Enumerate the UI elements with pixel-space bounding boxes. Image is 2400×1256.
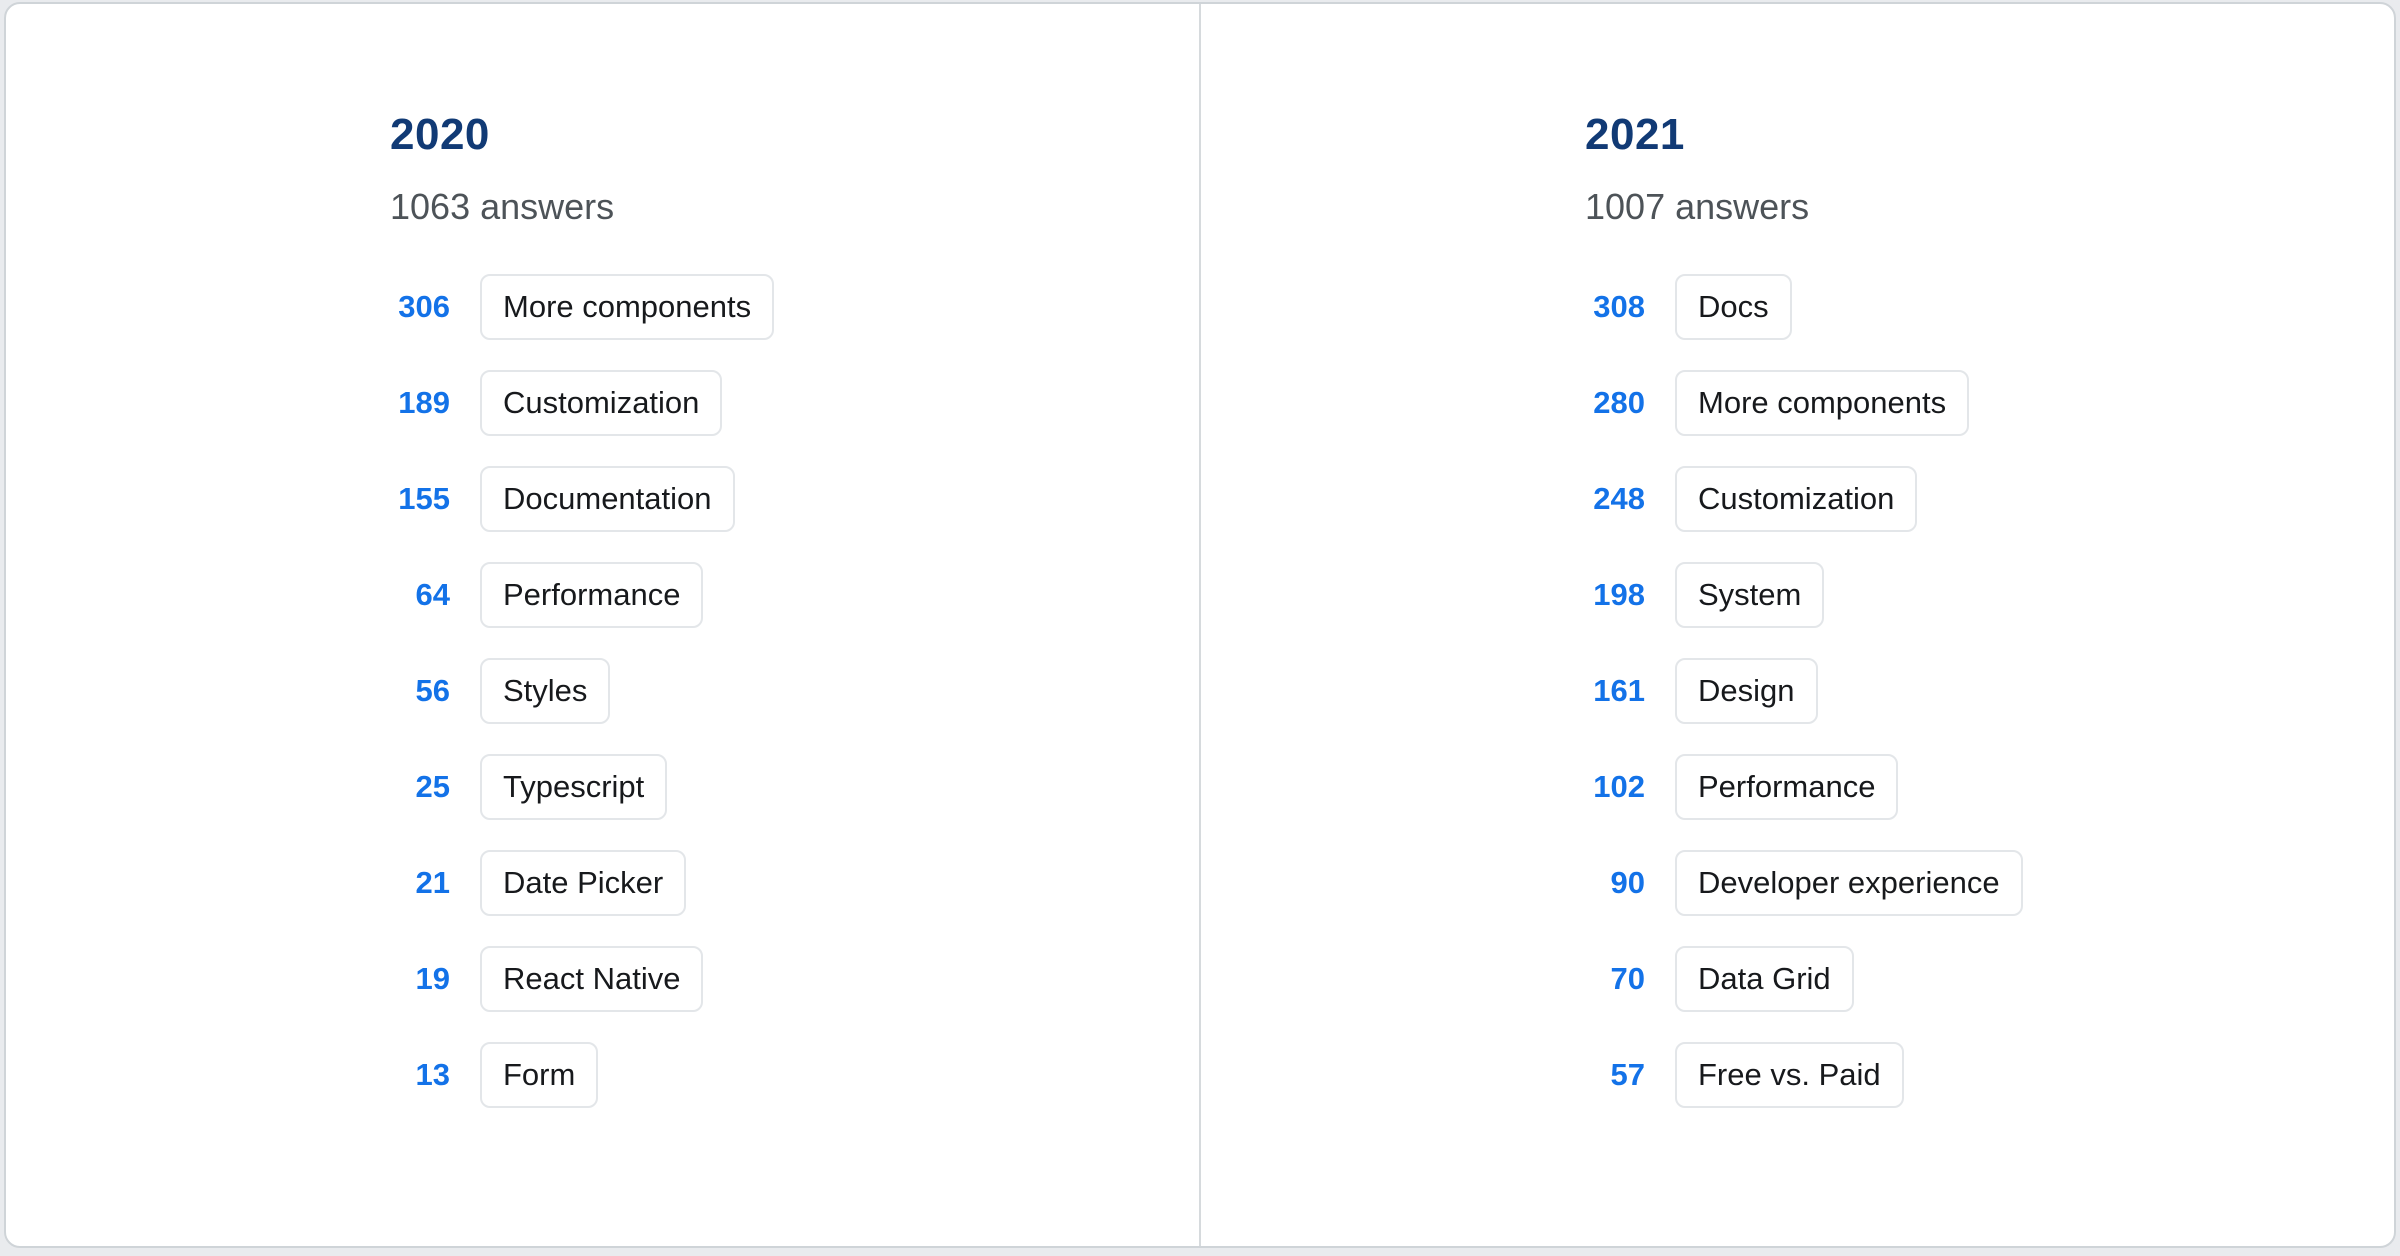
answer-row: 102 Performance <box>1585 753 2354 820</box>
answer-count: 161 <box>1593 672 1645 708</box>
answer-count: 248 <box>1593 480 1645 516</box>
answer-row: 13 Form <box>390 1041 1159 1108</box>
answer-chip[interactable]: More components <box>480 273 775 340</box>
answer-row: 248 Customization <box>1585 465 2354 532</box>
answer-row: 21 Date Picker <box>390 849 1159 916</box>
answer-row: 161 Design <box>1585 657 2354 724</box>
answer-count: 21 <box>415 864 450 900</box>
answer-row: 57 Free vs. Paid <box>1585 1041 2354 1108</box>
answer-row: 25 Typescript <box>390 753 1159 820</box>
answer-chip[interactable]: Performance <box>480 561 704 628</box>
answer-chip[interactable]: Customization <box>480 369 723 436</box>
answer-count: 19 <box>415 960 450 996</box>
answer-row: 308 Docs <box>1585 273 2354 340</box>
answer-row: 90 Developer experience <box>1585 849 2354 916</box>
answer-chip[interactable]: Form <box>480 1041 599 1108</box>
answer-chip[interactable]: Styles <box>480 657 611 724</box>
answer-count: 102 <box>1593 768 1645 804</box>
answer-chip[interactable]: More components <box>1675 369 1970 436</box>
answer-row: 19 React Native <box>390 945 1159 1012</box>
answer-count: 64 <box>415 576 450 612</box>
answer-count: 25 <box>415 768 450 804</box>
answer-row: 198 System <box>1585 561 2354 628</box>
answer-count: 56 <box>415 672 450 708</box>
answers-count: 1063 answers <box>390 185 615 227</box>
column-divider <box>1199 4 1201 1246</box>
answer-chip[interactable]: Design <box>1675 657 1818 724</box>
year-heading: 2020 <box>390 110 490 159</box>
answer-chip[interactable]: Documentation <box>480 465 735 532</box>
answer-chip[interactable]: System <box>1675 561 1825 628</box>
answer-chip[interactable]: Data Grid <box>1675 945 1854 1012</box>
answer-count: 308 <box>1593 288 1645 324</box>
answer-count: 306 <box>398 288 450 324</box>
answer-row: 155 Documentation <box>390 465 1159 532</box>
year-column-2021: 2021 1007 answers 308 Docs 280 More compone… <box>1201 4 2394 1246</box>
answer-chip[interactable]: Performance <box>1675 753 1899 820</box>
answer-list: 308 Docs 280 More components 248 Customizatio… <box>1585 273 2354 1108</box>
answer-list: 306 More components 189 Customization 155 Doc… <box>390 273 1159 1108</box>
answer-chip[interactable]: Date Picker <box>480 849 687 916</box>
answer-count: 155 <box>398 480 450 516</box>
answer-chip[interactable]: Typescript <box>480 753 668 820</box>
answer-row: 56 Styles <box>390 657 1159 724</box>
survey-results-card: 2020 1063 answers 306 More components 189 C… <box>4 2 2396 1248</box>
answer-count: 13 <box>415 1056 450 1092</box>
answer-count: 280 <box>1593 384 1645 420</box>
year-heading: 2021 <box>1585 110 1685 159</box>
answer-row: 280 More components <box>1585 369 2354 436</box>
answer-chip[interactable]: Developer experience <box>1675 849 2023 916</box>
answer-count: 70 <box>1610 960 1645 996</box>
answer-chip[interactable]: React Native <box>480 945 704 1012</box>
answer-count: 90 <box>1610 864 1645 900</box>
answer-row: 64 Performance <box>390 561 1159 628</box>
answer-count: 189 <box>398 384 450 420</box>
answer-row: 70 Data Grid <box>1585 945 2354 1012</box>
answer-row: 306 More components <box>390 273 1159 340</box>
answer-row: 189 Customization <box>390 369 1159 436</box>
answer-count: 57 <box>1610 1056 1645 1092</box>
answers-count: 1007 answers <box>1585 185 1810 227</box>
year-column-2020: 2020 1063 answers 306 More components 189 C… <box>6 4 1199 1246</box>
answer-chip[interactable]: Customization <box>1675 465 1918 532</box>
answer-count: 198 <box>1593 576 1645 612</box>
answer-chip[interactable]: Free vs. Paid <box>1675 1041 1904 1108</box>
answer-chip[interactable]: Docs <box>1675 273 1792 340</box>
